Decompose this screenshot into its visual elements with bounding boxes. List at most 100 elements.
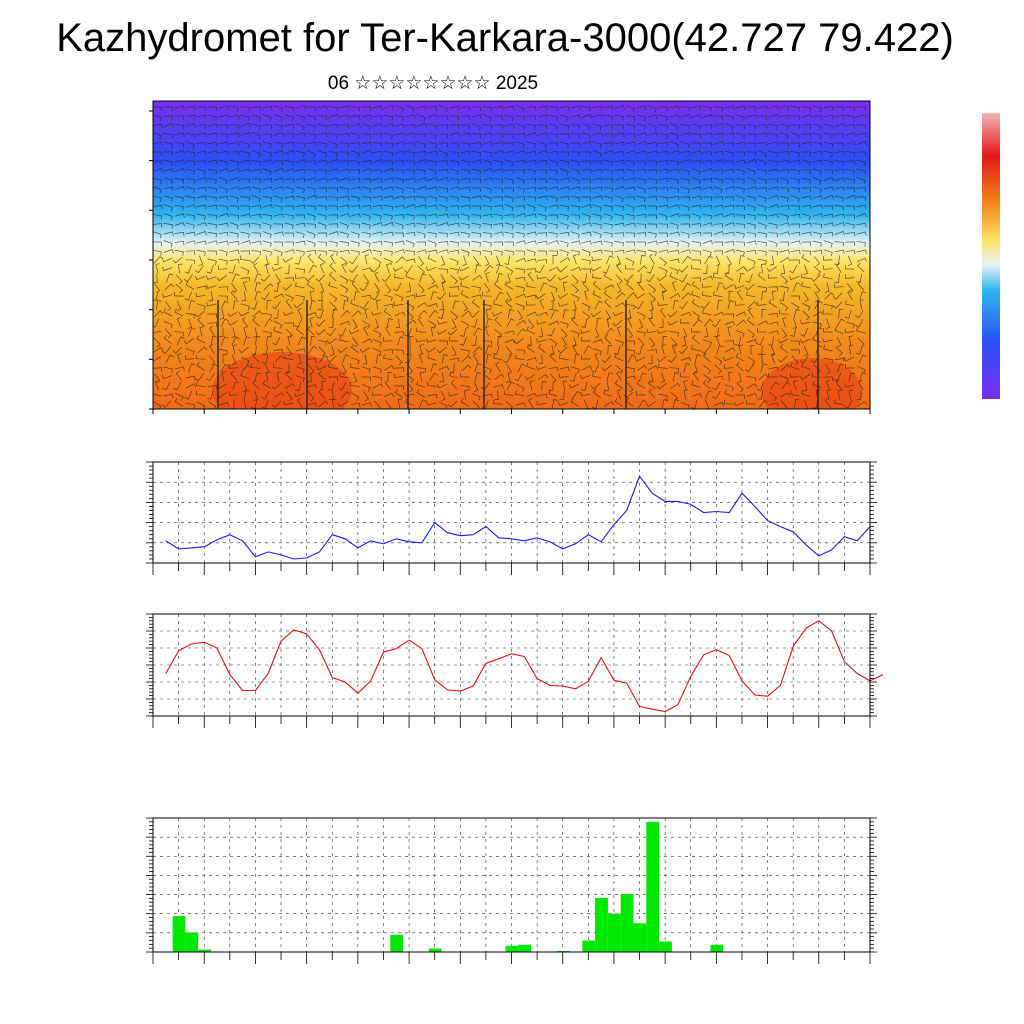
wind-barb	[570, 266, 582, 272]
wind-barb	[317, 205, 327, 211]
wind-barb	[272, 336, 281, 346]
wind-barb	[670, 293, 681, 299]
wind-barb	[306, 160, 317, 165]
wind-barb	[537, 259, 548, 264]
wind-barb	[440, 390, 446, 402]
wind-barb	[581, 204, 592, 209]
wind-barb	[605, 327, 615, 336]
wind-barb	[746, 291, 756, 298]
wind-barb	[682, 282, 691, 291]
wind-barb	[768, 160, 778, 166]
wind-barb	[495, 255, 501, 266]
wind-barb	[240, 223, 251, 228]
wind-barb	[326, 338, 337, 345]
wind-barb	[592, 150, 602, 158]
wind-barb	[845, 241, 855, 246]
wind-barb	[856, 257, 868, 263]
wind-barb	[284, 383, 296, 389]
wind-barb	[614, 241, 624, 247]
wind-barb	[504, 177, 514, 185]
wind-barb	[262, 186, 273, 191]
wind-barb	[704, 399, 710, 409]
wind-barb	[581, 114, 592, 119]
wind-barb	[647, 231, 657, 238]
wind-barb	[813, 265, 821, 276]
wind-barb	[614, 115, 624, 121]
wind-barb	[419, 353, 424, 364]
wind-barb	[746, 376, 756, 382]
wind-barb	[471, 285, 481, 292]
wind-barb	[636, 114, 646, 122]
wind-barb	[174, 240, 185, 246]
wind-barb	[275, 274, 281, 285]
wind-barb	[460, 159, 470, 166]
wind-barb	[657, 329, 668, 334]
wind-barb	[383, 177, 394, 182]
wind-barb	[515, 293, 527, 299]
wind-barb	[735, 141, 746, 146]
wind-barb	[658, 363, 668, 369]
wind-barb	[592, 372, 602, 379]
wind-barb	[757, 159, 767, 167]
wind-barb	[284, 264, 290, 274]
wind-barb	[405, 345, 411, 355]
wind-barb	[614, 141, 625, 147]
wind-barb	[174, 150, 185, 155]
wind-barb	[636, 250, 646, 256]
wind-barb	[317, 124, 327, 130]
wind-barb	[491, 311, 503, 317]
wind-barb	[284, 222, 294, 230]
wind-barb	[438, 213, 449, 219]
wind-barb	[262, 330, 272, 337]
wind-barb	[264, 318, 273, 327]
wind-barb	[174, 168, 185, 173]
wind-barb	[590, 311, 601, 318]
wind-barb	[559, 160, 569, 166]
wind-barb	[779, 123, 789, 130]
wind-barb	[317, 177, 328, 182]
wind-barb	[548, 222, 558, 229]
wind-barb	[243, 326, 248, 337]
wind-barb	[625, 303, 635, 310]
wind-barb	[251, 178, 262, 183]
wind-barb	[481, 399, 489, 409]
wind-barb	[627, 354, 636, 364]
wind-barb	[416, 214, 426, 219]
wind-barb	[603, 106, 614, 111]
wind-barb	[262, 354, 269, 364]
wind-barb	[812, 213, 823, 218]
wind-barb	[692, 319, 703, 327]
wind-barb	[648, 283, 656, 294]
wind-barb	[153, 273, 158, 284]
wind-barb	[449, 336, 459, 342]
wind-barb	[306, 358, 317, 363]
wind-barb	[350, 299, 360, 307]
wind-barb	[735, 205, 745, 210]
wind-barb	[196, 249, 206, 256]
wind-barb	[647, 196, 658, 201]
wind-barb	[174, 392, 184, 401]
wind-barb	[461, 364, 472, 372]
wind-barb	[746, 339, 757, 344]
wind-barb	[812, 142, 822, 148]
wind-barb	[185, 348, 195, 356]
wind-barb	[196, 114, 207, 120]
wind-barb	[857, 401, 868, 407]
wind-barb	[526, 151, 537, 156]
wind-barb	[254, 291, 261, 301]
wind-barb	[310, 336, 316, 346]
wind-barb	[504, 204, 514, 212]
wind-barb	[284, 159, 294, 166]
wind-barb	[240, 231, 250, 238]
wind-barb	[834, 195, 844, 202]
wind-barb	[735, 195, 745, 203]
wind-barb	[472, 275, 483, 281]
wind-barb	[547, 327, 556, 337]
wind-barb	[218, 348, 228, 355]
wind-barb	[386, 263, 391, 274]
wind-barb	[218, 222, 229, 228]
wind-barb	[426, 338, 437, 343]
wind-barb	[724, 132, 735, 138]
wind-barb	[515, 268, 525, 274]
wind-barb	[834, 213, 845, 218]
